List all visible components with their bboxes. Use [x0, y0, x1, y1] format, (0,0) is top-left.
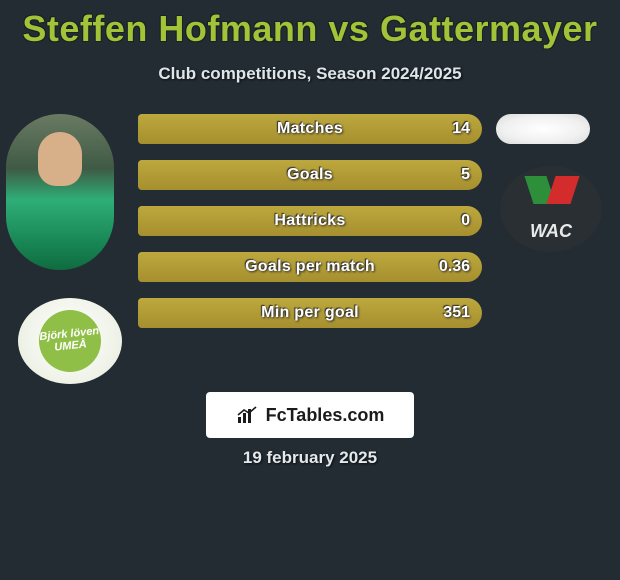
stat-row: Matches14 [138, 114, 482, 144]
page-title: Steffen Hofmann vs Gattermayer [0, 0, 620, 50]
comparison-area: Björk löven UMEÅ WAC Matches14 Goals5 Hatt… [0, 114, 620, 404]
stat-label: Hattricks [138, 206, 482, 236]
stat-row: Min per goal351 [138, 298, 482, 328]
footer-date: 19 february 2025 [0, 448, 620, 468]
stat-label: Goals [138, 160, 482, 190]
brand-text: FcTables.com [266, 405, 385, 426]
stat-value-right: 0 [461, 206, 470, 236]
stat-value-right: 351 [443, 298, 470, 328]
chart-icon [236, 405, 260, 425]
page-subtitle: Club competitions, Season 2024/2025 [0, 64, 620, 84]
right-club-text: WAC [500, 221, 602, 242]
stat-value-right: 5 [461, 160, 470, 190]
player-right-club-badge: WAC [500, 166, 602, 252]
player-left-club-badge: Björk löven UMEÅ [18, 298, 122, 384]
stat-row: Goals5 [138, 160, 482, 190]
stat-label: Matches [138, 114, 482, 144]
stat-value-right: 14 [452, 114, 470, 144]
stat-row: Hattricks0 [138, 206, 482, 236]
left-club-text-2: UMEÅ [54, 338, 87, 353]
brand-badge[interactable]: FcTables.com [206, 392, 414, 438]
stat-bars: Matches14 Goals5 Hattricks0 Goals per match… [138, 114, 482, 344]
player-right-avatar [496, 114, 590, 144]
stat-label: Min per goal [138, 298, 482, 328]
stat-label: Goals per match [138, 252, 482, 282]
stat-value-right: 0.36 [439, 252, 470, 282]
stat-row: Goals per match0.36 [138, 252, 482, 282]
player-left-avatar [6, 114, 114, 270]
player-left-photo [6, 114, 114, 270]
